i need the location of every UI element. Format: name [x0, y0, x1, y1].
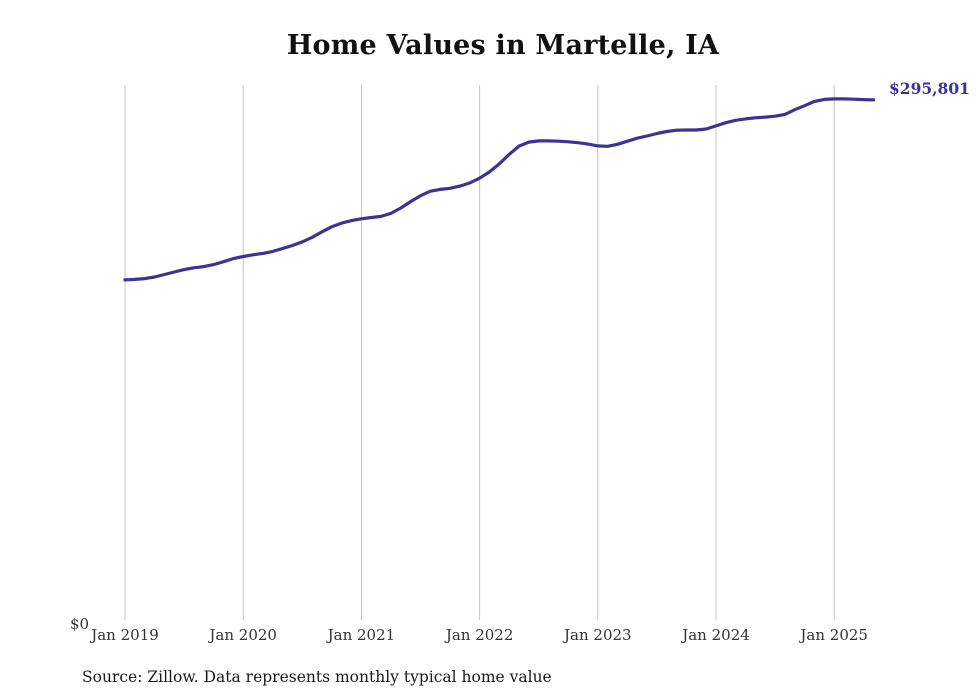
- end-value-label: $295,801: [889, 79, 970, 98]
- x-tick-label: Jan 2024: [680, 626, 750, 644]
- x-tick-label: Jan 2022: [444, 626, 514, 644]
- x-tick-label: Jan 2020: [207, 626, 277, 644]
- y-zero-label: $0: [70, 615, 89, 633]
- grid-lines: [124, 85, 835, 620]
- x-tick-label: Jan 2021: [326, 626, 396, 644]
- x-tick-label: Jan 2023: [562, 626, 632, 644]
- chart-title: Home Values in Martelle, IA: [286, 30, 720, 61]
- x-tick-label: Jan 2025: [798, 626, 868, 644]
- x-tick-label: Jan 2019: [89, 626, 159, 644]
- source-note: Source: Zillow. Data represents monthly …: [82, 668, 552, 686]
- series-line: [123, 97, 876, 282]
- x-axis-ticks: Jan 2019 Jan 2020 Jan 2021 Jan 2022 Jan 2023…: [89, 626, 868, 644]
